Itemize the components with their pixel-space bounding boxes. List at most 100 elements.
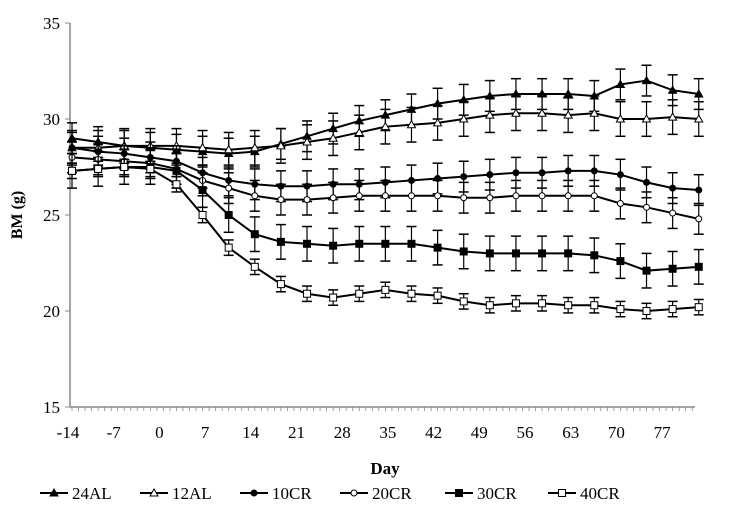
data-point <box>407 239 416 248</box>
data-point <box>669 209 677 217</box>
data-point <box>355 192 363 200</box>
data-point <box>643 203 651 211</box>
data-point <box>172 166 181 175</box>
data-point <box>590 251 599 260</box>
y-tick-label: 15 <box>43 398 60 417</box>
data-point <box>459 247 468 256</box>
x-tick-label: 7 <box>201 423 210 442</box>
data-point <box>485 301 494 310</box>
data-point <box>537 108 547 117</box>
legend-marker <box>149 487 159 497</box>
data-point <box>641 113 652 123</box>
data-point <box>667 112 678 121</box>
data-point <box>355 239 364 248</box>
legend-label: 30CR <box>477 484 517 503</box>
data-point <box>694 303 703 312</box>
data-point <box>695 186 703 194</box>
legend-marker <box>250 489 258 497</box>
y-axis-label: BM (g) <box>9 191 26 239</box>
data-point <box>668 305 677 314</box>
data-point <box>329 293 338 302</box>
data-point <box>667 85 678 94</box>
data-point <box>564 192 572 200</box>
legend-marker <box>350 489 358 497</box>
data-point <box>434 192 442 200</box>
legend-marker <box>455 489 463 497</box>
data-point <box>694 262 703 271</box>
data-point <box>433 243 442 252</box>
x-tick-label: 63 <box>562 423 579 442</box>
data-point <box>693 113 704 123</box>
legend-label: 20CR <box>372 484 412 503</box>
x-tick-label: 77 <box>654 423 672 442</box>
data-point <box>329 194 337 202</box>
legend-marker <box>558 489 566 497</box>
data-point <box>146 164 155 173</box>
data-point <box>276 140 286 150</box>
y-tick-label: 35 <box>43 14 60 33</box>
data-point <box>695 215 703 223</box>
data-point <box>460 194 468 202</box>
x-tick-label: 35 <box>379 423 396 442</box>
data-point <box>94 164 103 173</box>
series-40CR <box>67 158 704 320</box>
data-point <box>616 257 625 266</box>
data-point <box>381 285 390 294</box>
data-point <box>616 171 624 179</box>
x-tick-label: 70 <box>608 423 625 442</box>
data-point <box>512 192 520 200</box>
data-point <box>68 166 76 175</box>
legend-label: 12AL <box>172 484 212 503</box>
data-point <box>693 89 704 98</box>
x-tick-label: 14 <box>242 423 260 442</box>
data-point <box>458 113 469 123</box>
data-point <box>616 305 625 314</box>
data-point <box>250 230 259 239</box>
series-30CR <box>67 148 704 289</box>
data-point <box>302 137 312 146</box>
x-tick-label: 42 <box>425 423 442 442</box>
data-point <box>224 211 233 219</box>
data-point <box>224 243 233 252</box>
data-point <box>538 192 546 200</box>
data-point <box>381 192 389 200</box>
data-point <box>328 133 339 142</box>
data-point <box>511 249 520 258</box>
data-point <box>589 108 600 117</box>
x-tick-label: 28 <box>334 423 351 442</box>
data-point <box>590 192 598 200</box>
data-point <box>303 289 312 298</box>
data-point <box>407 289 416 298</box>
data-point <box>511 299 520 308</box>
data-point <box>276 280 285 289</box>
data-point <box>590 167 598 175</box>
data-point <box>538 249 547 258</box>
data-point <box>538 299 547 308</box>
data-point <box>197 142 208 152</box>
data-point <box>459 297 468 306</box>
y-tick-label: 20 <box>43 302 60 321</box>
data-point <box>406 119 417 129</box>
data-point <box>564 249 573 258</box>
data-point <box>198 186 207 195</box>
data-point <box>355 289 364 298</box>
data-point <box>616 199 624 207</box>
data-point <box>538 169 546 177</box>
data-point <box>303 239 312 248</box>
data-point <box>564 167 572 175</box>
data-point <box>251 192 259 200</box>
legend-label: 40CR <box>580 484 620 503</box>
x-tick-label: 21 <box>288 423 305 442</box>
data-point <box>642 307 651 315</box>
data-point <box>615 79 626 88</box>
data-point <box>249 142 260 152</box>
x-tick-label: -14 <box>57 423 80 442</box>
x-tick-label: -7 <box>107 423 122 442</box>
data-point <box>380 121 391 131</box>
data-point <box>223 144 234 154</box>
y-tick-label: 30 <box>43 110 60 129</box>
data-point <box>486 171 494 179</box>
x-tick-label: 0 <box>155 423 164 442</box>
axes: 15 20 25 30 35 -14 -7 0 7 14 21 28 35 42 49 56 63 70 77 <box>43 14 695 442</box>
